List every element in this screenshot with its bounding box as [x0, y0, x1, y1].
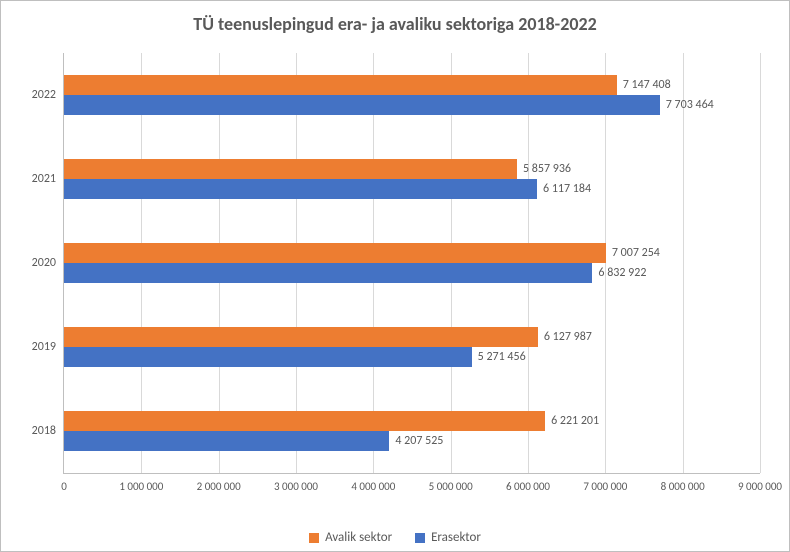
bar-era: [64, 263, 592, 283]
y-category-label: 2021: [16, 172, 56, 186]
bar-avalik: [64, 75, 617, 95]
gridline: [760, 53, 761, 473]
bar-avalik: [64, 243, 606, 263]
bar-label-era: 4 207 525: [395, 434, 443, 448]
x-tick-label: 2 000 000: [197, 480, 241, 493]
x-tick-label: 6 000 000: [506, 480, 550, 493]
chart-frame: TÜ teenuslepingud era- ja avaliku sektor…: [0, 0, 790, 552]
bar-avalik: [64, 159, 517, 179]
x-tick-label: 8 000 000: [661, 480, 705, 493]
y-category-label: 2020: [16, 256, 56, 270]
legend-label: Avalik sektor: [325, 530, 392, 545]
gridline: [683, 53, 684, 473]
bar-label-era: 6 832 922: [598, 266, 646, 280]
legend-label: Erasektor: [431, 530, 481, 545]
bar-era: [64, 347, 472, 367]
x-tick-label: 5 000 000: [429, 480, 473, 493]
bar-label-avalik: 6 127 987: [544, 330, 592, 344]
bar-label-era: 7 703 464: [666, 98, 714, 112]
bar-label-era: 5 271 456: [478, 350, 526, 364]
bar-avalik: [64, 411, 545, 431]
bar-label-avalik: 5 857 936: [523, 162, 571, 176]
gridline: [605, 53, 606, 473]
x-tick-label: 3 000 000: [274, 480, 318, 493]
legend-item-era: Erasektor: [415, 530, 481, 545]
x-tick-label: 9 000 000: [738, 480, 782, 493]
legend: Avalik sektor Erasektor: [1, 530, 789, 545]
x-tick-label: 4 000 000: [351, 480, 395, 493]
x-tick-label: 7 000 000: [583, 480, 627, 493]
bar-label-era: 6 117 184: [543, 182, 591, 196]
square-icon: [309, 533, 319, 543]
y-category-label: 2022: [16, 88, 56, 102]
y-category-label: 2018: [16, 424, 56, 438]
legend-item-avalik: Avalik sektor: [309, 530, 392, 545]
bar-era: [64, 431, 389, 451]
x-tick-label: 1 000 000: [119, 480, 163, 493]
y-category-label: 2019: [16, 340, 56, 354]
bar-label-avalik: 6 221 201: [551, 414, 599, 428]
bar-era: [64, 95, 660, 115]
bar-label-avalik: 7 147 408: [623, 78, 671, 92]
bar-label-avalik: 7 007 254: [612, 246, 660, 260]
x-tick-label: 0: [61, 480, 67, 493]
square-icon: [415, 533, 425, 543]
bar-avalik: [64, 327, 538, 347]
plot-area: 01 000 0002 000 0003 000 0004 000 0005 0…: [63, 53, 760, 474]
bar-era: [64, 179, 537, 199]
chart-title: TÜ teenuslepingud era- ja avaliku sektor…: [1, 1, 789, 35]
